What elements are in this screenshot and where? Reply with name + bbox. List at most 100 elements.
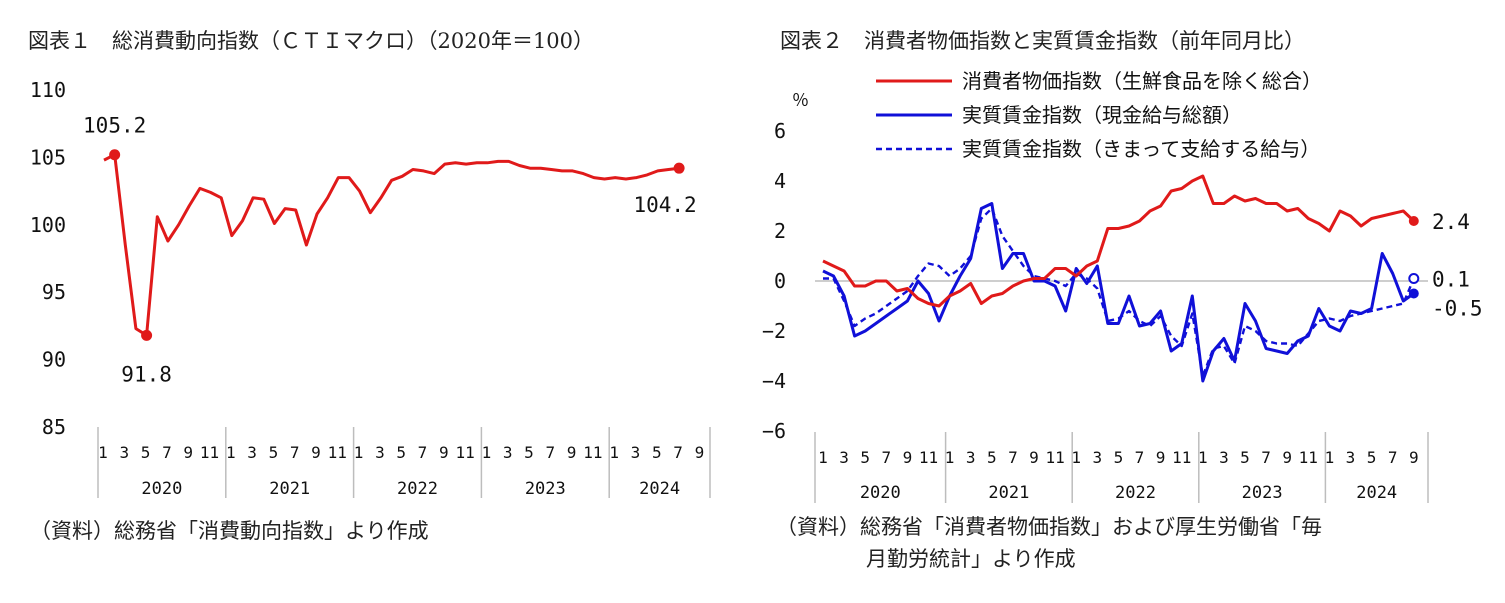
chart-2-series-line [823,207,1415,378]
chart-1-month-tick-label: 7 [162,443,172,462]
chart-1-annotation-marker [141,329,153,341]
chart-1-y-tick-label: 110 [30,78,66,102]
chart-1-y-tick-label: 85 [42,415,66,439]
chart-1-y-tick-label: 100 [30,213,66,237]
chart-2-month-tick-label: 7 [1135,448,1145,467]
chart-1: 図表１ 総消費動向指数（ＣＴＩマクロ）（2020年＝100） 110 105 100… [28,29,711,543]
chart-1-month-tick-label: 1 [98,443,108,462]
chart-1-title: 図表１ 総消費動向指数（ＣＴＩマクロ）（2020年＝100） [28,29,594,53]
chart-1-month-tick-label: 1 [226,443,236,462]
chart-2-month-tick-label: 1 [818,448,828,467]
chart-1-month-tick-label: 9 [695,443,705,462]
chart-2-year-label: 2024 [1356,483,1397,503]
chart-1-month-tick-label: 3 [375,443,385,462]
chart-2-month-tick-label: 11 [1299,448,1318,467]
chart-1-month-tick-label: 9 [183,443,193,462]
chart-1-month-tick-label: 9 [311,443,321,462]
chart-1-y-tick-label: 90 [42,348,66,372]
chart-1-y-tick-label: 95 [42,280,66,304]
chart-2-month-tick-label: 9 [903,448,913,467]
chart-2-data-label: 0.1 [1432,268,1470,292]
chart-2-source-line-2: 月勤労統計」より作成 [866,547,1076,571]
chart-2-month-tick-label: 5 [1114,448,1124,467]
chart-1-month-tick-label: 1 [482,443,492,462]
chart-2-source-line-1: （資料）総務省「消費者物価指数」および厚生労働省「毎 [776,515,1322,539]
chart-1-year-label: 2020 [141,479,182,499]
chart-1-month-tick-label: 11 [328,443,347,462]
chart-2-year-label: 2020 [860,483,901,503]
chart-2-month-tick-label: 9 [1029,448,1039,467]
chart-1-y-tick-label: 105 [30,145,66,169]
chart-1-month-tick-label: 7 [545,443,555,462]
chart-1-month-tick-label: 5 [652,443,662,462]
chart-2-month-tick-label: 5 [1367,448,1377,467]
chart-2-legend-label: 実質賃金指数（現金給与総額） [962,103,1242,127]
chart-2-month-tick-label: 11 [1045,448,1064,467]
chart-1-month-tick-label: 9 [567,443,577,462]
chart-2-month-tick-label: 1 [1071,448,1081,467]
chart-1-month-tick-label: 7 [673,443,683,462]
chart-2-legend: 消費者物価指数（生鮮食品を除く総合） 実質賃金指数（現金給与総額） 実質賃金指数（き… [876,69,1322,161]
chart-2-data-label: -0.5 [1432,297,1483,321]
chart-2-y-ticks: 6 4 2 0 −2 −4 −6 [762,119,786,443]
chart-1-year-label: 2023 [525,479,566,499]
chart-2-annotation-marker [1408,216,1419,226]
chart-2-month-tick-label: 3 [1092,448,1102,467]
chart-2-month-tick-label: 3 [1346,448,1356,467]
chart-2-month-tick-label: 1 [1325,448,1335,467]
chart-2-y-tick-label: −2 [762,319,786,343]
chart-2-year-label: 2022 [1115,483,1156,503]
chart-2-month-tick-label: 9 [1409,448,1419,467]
chart-2-year-label: 2023 [1242,483,1283,503]
chart-1-month-tick-label: 11 [583,443,602,462]
chart-2-annotation-marker [1408,288,1419,299]
chart-1-month-tick-label: 7 [290,443,300,462]
chart-2-month-tick-label: 7 [1261,448,1271,467]
chart-1-month-tick-label: 1 [354,443,364,462]
chart-2-month-tick-label: 5 [987,448,997,467]
chart-2-month-tick-label: 7 [1388,448,1398,467]
chart-2-month-tick-label: 5 [860,448,870,467]
chart-1-series [103,153,680,337]
chart-2-month-tick-label: 3 [966,448,976,467]
chart-1-month-tick-label: 5 [141,443,151,462]
chart-1-month-tick-label: 9 [439,443,449,462]
chart-2-series-line [822,174,1415,308]
chart-1-month-tick-label: 3 [119,443,129,462]
chart-2-y-tick-label: 4 [774,169,786,193]
chart-1-month-tick-label: 11 [200,443,219,462]
chart-2-month-tick-label: 1 [1198,448,1208,467]
chart-2-y-tick-label: 0 [774,269,786,293]
chart-2: 図表２ 消費者物価指数と実質賃金指数（前年同月比） ％ 消費者物価指数（生鮮食品… [762,29,1483,571]
chart-1-annotation-marker [109,149,121,161]
chart-1-month-tick-label: 3 [247,443,257,462]
chart-1-data-label: 91.8 [121,362,172,386]
chart-2-legend-label: 消費者物価指数（生鮮食品を除く総合） [962,69,1322,93]
chart-1-month-tick-label: 3 [631,443,641,462]
chart-1-data-label: 105.2 [83,114,146,138]
chart-1-series-line [103,153,680,337]
chart-1-year-label: 2022 [397,479,438,499]
chart-2-annotations: 2.4 0.1 -0.5 [1408,210,1483,321]
chart-1-axes [97,427,711,498]
chart-1-annotations: 105.2 91.8 104.2 [83,114,697,387]
chart-1-month-tick-label: 7 [418,443,428,462]
chart-2-y-unit: ％ [792,91,809,111]
chart-1-month-tick-label: 1 [609,443,619,462]
chart-1-data-label: 104.2 [633,193,696,217]
chart-2-month-tick-label: 3 [839,448,849,467]
chart-2-annotation-marker [1408,273,1420,284]
chart-2-y-tick-label: −4 [762,369,786,393]
chart-2-series-line [822,202,1415,383]
chart-1-month-tick-label: 11 [455,443,474,462]
chart-2-data-label: 2.4 [1432,210,1470,234]
chart-1-year-label: 2021 [269,479,310,499]
chart-2-legend-label: 実質賃金指数（きまって支給する給与） [962,137,1320,161]
chart-1-y-ticks: 110 105 100 95 90 85 [30,78,66,439]
chart-2-month-tick-label: 11 [1172,448,1191,467]
chart-2-month-tick-label: 11 [919,448,938,467]
chart-2-year-label: 2021 [988,483,1029,503]
